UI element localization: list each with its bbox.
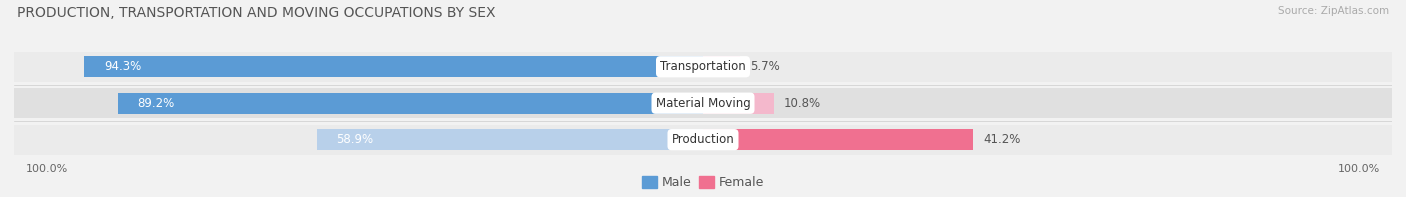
Legend: Male, Female: Male, Female: [637, 171, 769, 194]
Text: 41.2%: 41.2%: [983, 133, 1021, 146]
Bar: [703, 93, 773, 114]
Bar: [703, 129, 973, 150]
Text: 58.9%: 58.9%: [336, 133, 374, 146]
Text: Material Moving: Material Moving: [655, 97, 751, 110]
Bar: [316, 129, 703, 150]
Text: 94.3%: 94.3%: [104, 60, 141, 73]
Text: Source: ZipAtlas.com: Source: ZipAtlas.com: [1278, 6, 1389, 16]
Bar: [118, 93, 703, 114]
Text: 5.7%: 5.7%: [751, 60, 780, 73]
Text: PRODUCTION, TRANSPORTATION AND MOVING OCCUPATIONS BY SEX: PRODUCTION, TRANSPORTATION AND MOVING OC…: [17, 6, 495, 20]
Bar: [14, 88, 1392, 118]
Bar: [703, 56, 741, 77]
Bar: [14, 125, 1392, 155]
Bar: [84, 56, 703, 77]
Text: 89.2%: 89.2%: [138, 97, 174, 110]
Bar: [14, 52, 1392, 82]
Text: Transportation: Transportation: [661, 60, 745, 73]
Text: 10.8%: 10.8%: [783, 97, 821, 110]
Text: Production: Production: [672, 133, 734, 146]
